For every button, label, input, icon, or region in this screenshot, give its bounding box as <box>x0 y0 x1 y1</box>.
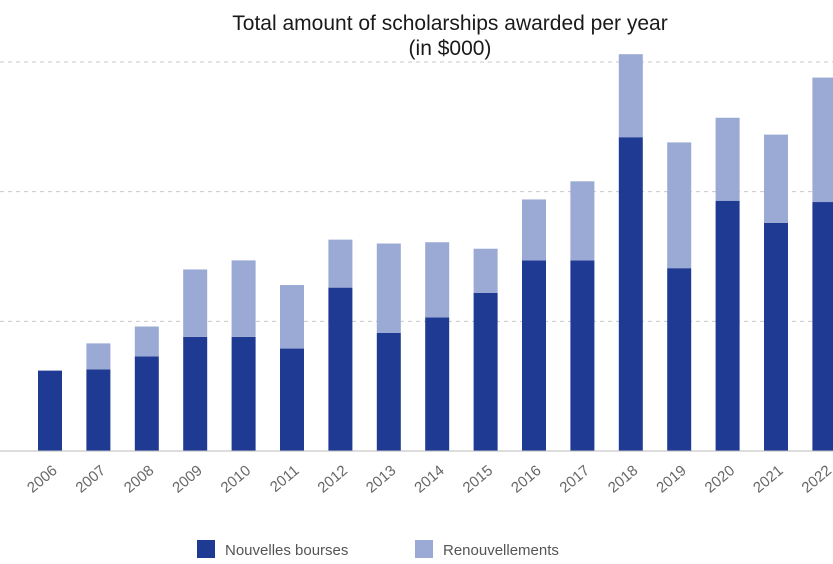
bar-2020-renouvellements <box>715 117 740 201</box>
x-tick-label: 2008 <box>121 462 157 496</box>
bar-2015-nouvelles-bourses <box>473 292 498 451</box>
bar-2014-renouvellements <box>425 242 450 318</box>
x-tick-label: 2016 <box>508 462 544 496</box>
x-tick-label: 2014 <box>411 462 447 496</box>
bar-2013-nouvelles-bourses <box>376 333 401 451</box>
bar-2012-renouvellements <box>328 239 353 288</box>
chart-title-line-1: Total amount of scholarships awarded per… <box>232 12 667 35</box>
bar-2011-nouvelles-bourses <box>280 348 304 451</box>
x-tick-label: 2018 <box>605 462 641 496</box>
x-tick-label: 2006 <box>24 462 60 496</box>
legend-swatch-renouvellements <box>415 540 433 558</box>
x-tick-label: 2009 <box>169 462 205 496</box>
x-tick-label: 2020 <box>702 462 738 496</box>
chart-title: Total amount of scholarships awarded per… <box>232 12 667 60</box>
x-tick-label: 2013 <box>363 462 399 496</box>
x-tick-label: 2012 <box>314 462 350 496</box>
bar-2016-nouvelles-bourses <box>522 260 546 451</box>
bar-2020-nouvelles-bourses <box>715 200 740 451</box>
grid-lines <box>0 61 833 322</box>
bar-2007-renouvellements <box>86 343 111 370</box>
bar-2006-nouvelles-bourses <box>38 370 62 451</box>
bar-2018-renouvellements <box>618 54 643 138</box>
bar-2019-nouvelles-bourses <box>667 268 692 451</box>
x-tick-label: 2011 <box>267 462 303 496</box>
bar-2016-renouvellements <box>522 199 546 261</box>
bar-2013-renouvellements <box>376 243 401 334</box>
x-tick-label: 2015 <box>460 462 496 496</box>
bar-2012-nouvelles-bourses <box>328 287 353 451</box>
x-tick-labels: 2006 2007 2008 2009 2010 2011 2012 2013 2014 2015… <box>24 462 833 496</box>
legend-label-renouvellements: Renouvellements <box>443 542 559 559</box>
x-tick-label: 2022 <box>798 462 833 496</box>
legend: Nouvelles bourses Renouvellements <box>197 540 559 559</box>
x-tick-label: 2007 <box>72 462 108 496</box>
legend-swatch-nouvelles-bourses <box>197 540 215 558</box>
x-tick-label: 2021 <box>750 462 786 496</box>
bar-2009-nouvelles-bourses <box>183 336 208 451</box>
bar-2017-nouvelles-bourses <box>570 260 595 451</box>
bar-2022-nouvelles-bourses <box>812 202 833 451</box>
legend-label-nouvelles-bourses: Nouvelles bourses <box>225 542 348 559</box>
bar-2008-nouvelles-bourses <box>134 356 159 451</box>
bar-2010-nouvelles-bourses <box>231 336 256 451</box>
bar-2021-renouvellements <box>764 134 788 223</box>
x-tick-label: 2010 <box>218 462 254 496</box>
bar-2018-nouvelles-bourses <box>618 137 643 451</box>
bar-2015-renouvellements <box>473 248 498 293</box>
bar-2022-renouvellements <box>812 77 833 203</box>
bars-group <box>38 54 833 451</box>
bar-2017-renouvellements <box>570 181 595 261</box>
bar-2014-nouvelles-bourses <box>425 317 450 451</box>
bar-2011-renouvellements <box>280 285 304 349</box>
bar-2021-nouvelles-bourses <box>764 222 788 451</box>
bar-2009-renouvellements <box>183 269 208 337</box>
chart-title-line-2: (in $000) <box>409 37 492 60</box>
bar-2019-renouvellements <box>667 142 692 269</box>
bar-2010-renouvellements <box>231 260 256 337</box>
x-tick-label: 2019 <box>653 462 689 496</box>
x-tick-label: 2017 <box>556 462 592 496</box>
bar-2007-nouvelles-bourses <box>86 369 111 451</box>
bar-2008-renouvellements <box>134 326 159 357</box>
